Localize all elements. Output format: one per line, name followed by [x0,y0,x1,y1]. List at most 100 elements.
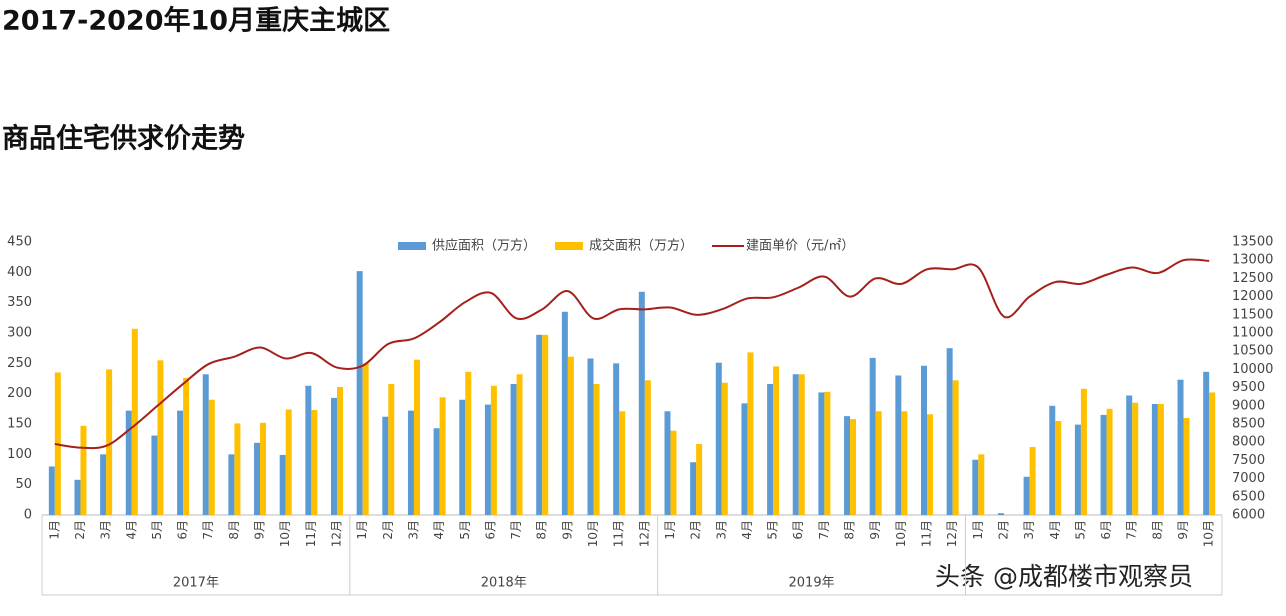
y2-tick-label: 7000 [1232,471,1265,486]
bar [741,403,748,515]
x-tick-label: 9月 [560,520,574,540]
bar [356,271,363,515]
bar [484,404,491,515]
bar [1203,371,1210,515]
bar [613,363,620,515]
bar [715,362,722,515]
y-tick-label: 400 [7,265,32,280]
y-tick-label: 50 [15,477,32,492]
bar [510,383,517,515]
bar [331,397,337,515]
x-tick-label: 3月 [406,520,420,540]
bar [1055,420,1062,515]
bar [131,328,138,515]
x-tick-label: 3月 [1022,520,1036,540]
bar [1151,403,1158,515]
x-tick-label: 12月 [945,520,959,547]
x-tick-label: 1月 [47,520,61,540]
group-label: 2019年 [789,576,835,591]
y2-tick-label: 11000 [1232,326,1273,341]
x-tick-label: 7月 [201,520,215,540]
bar [413,359,420,515]
x-tick-label: 5月 [766,520,780,540]
bar [690,462,697,515]
y2-tick-label: 13500 [1232,235,1273,250]
bar [644,380,651,515]
bar [1183,417,1190,515]
bar [382,416,389,515]
bar [285,409,292,515]
x-tick-label: 9月 [253,520,267,540]
x-tick-label: 3月 [714,520,728,540]
x-tick-label: 10月 [894,520,908,547]
bar [106,369,113,515]
x-tick-label: 12月 [330,520,344,547]
bar [100,454,107,515]
legend-label: 供应面积（万方） [432,238,536,254]
bar [1157,403,1164,515]
x-tick-label: 11月 [920,520,934,547]
x-tick-label: 8月 [843,520,857,540]
bar [48,466,55,515]
chart-title: 2017-2020年10月重庆主城区 [2,5,390,37]
y2-tick-label: 9500 [1232,380,1265,395]
y2-tick-label: 12000 [1232,289,1273,304]
y-tick-label: 450 [7,235,32,250]
bar [260,422,267,515]
y-tick-label: 300 [7,326,32,341]
bar [952,380,959,515]
watermark: 头条 @成都楼市观察员 [935,562,1193,591]
bar [536,334,543,515]
bar [516,374,523,515]
x-tick-label: 4月 [740,520,754,540]
bar [177,410,184,515]
y-tick-label: 200 [7,386,32,401]
bar [337,386,343,515]
x-tick-label: 2月 [689,520,703,540]
group-label: 2018年 [481,576,527,591]
bar [638,291,645,515]
bar [767,383,774,515]
price-line [54,258,1210,450]
bar [869,357,876,515]
y-tick-label: 100 [7,447,32,462]
x-tick-label: 6月 [791,520,805,540]
x-tick-label: 3月 [99,520,113,540]
x-tick-label: 10月 [586,520,600,547]
bar [1106,408,1113,515]
y-tick-label: 150 [7,417,32,432]
bar [407,410,414,515]
bar [1177,379,1184,515]
group-label: 2017年 [173,576,219,591]
bar [433,428,440,515]
x-tick-label: 7月 [817,520,831,540]
x-tick-label: 7月 [509,520,523,540]
x-tick-label: 2月 [73,520,87,540]
x-tick-label: 12月 [637,520,651,547]
y-tick-label: 350 [7,295,32,310]
bar [459,399,466,515]
x-tick-label: 8月 [227,520,241,540]
bar [125,410,132,515]
bar [1100,414,1107,515]
bar [1126,395,1133,515]
bar [254,442,261,515]
bar [1023,476,1030,515]
bar [921,365,927,515]
bar [773,366,780,515]
chart-subtitle: 商品住宅供求价走势 [2,123,245,155]
x-tick-label: 11月 [612,520,626,547]
x-tick-label: 6月 [483,520,497,540]
x-tick-label: 9月 [1176,520,1190,540]
bar [305,385,312,515]
x-tick-label: 8月 [1150,520,1164,540]
bar [151,435,158,515]
bar [875,411,882,515]
bar [850,419,857,515]
x-tick-label: 8月 [535,520,549,540]
bar [1080,388,1087,515]
y2-tick-label: 10000 [1232,362,1273,377]
bar [844,416,851,515]
x-tick-label: 1月 [663,520,677,540]
x-tick-label: 2月 [381,520,395,540]
